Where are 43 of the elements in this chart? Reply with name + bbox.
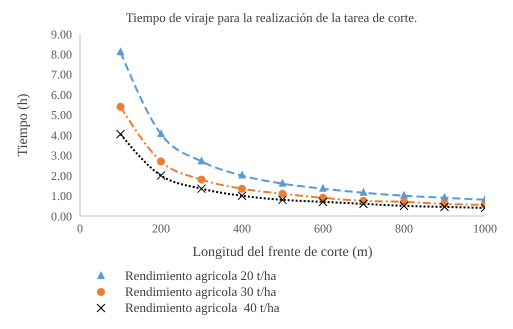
y-tick-label: 3.00	[51, 148, 72, 163]
point	[278, 195, 287, 204]
point	[278, 190, 286, 198]
x-tick-label: 1000	[473, 222, 497, 236]
point	[440, 202, 449, 212]
y-tick-label: 4.00	[51, 128, 72, 142]
point	[360, 188, 368, 196]
x-tick-label: 0	[77, 222, 83, 236]
point	[116, 102, 124, 111]
point	[400, 201, 408, 210]
y-tick-label: 5.00	[51, 108, 72, 122]
chart-title: Tiempo de viraje para la realización de la tarea de corte.	[124, 9, 418, 26]
y-tick-label: 1.00	[51, 189, 72, 204]
legend-label: Rendimiento agricola 30 t/ha	[125, 284, 276, 300]
x-tick-label: 600	[314, 222, 332, 236]
y-axis-title: Tiempo (h)	[16, 93, 31, 156]
point	[156, 171, 166, 180]
y-tick-label: 2.00	[51, 168, 72, 183]
y-tick-label: 0.00	[51, 209, 72, 224]
y-tick-label: 7.00	[51, 68, 72, 82]
y-tick-label: 8.00	[51, 47, 72, 62]
y-tick-label: 6.00	[51, 88, 72, 102]
x-axis-title: Longitud del frente de corte (m)	[192, 245, 373, 260]
x-tick-label: 200	[152, 222, 170, 236]
point	[238, 170, 246, 179]
point	[198, 176, 206, 184]
point	[238, 191, 246, 200]
point	[318, 197, 328, 206]
point	[116, 130, 125, 139]
point	[359, 199, 368, 208]
point	[116, 47, 124, 56]
point	[319, 184, 327, 192]
point	[198, 156, 206, 164]
point	[157, 157, 165, 166]
x-tick-label: 400	[233, 222, 251, 236]
legend-label: Rendimiento agricola 20 t/ha	[125, 268, 276, 284]
point	[238, 184, 246, 193]
point	[278, 178, 286, 187]
legend-label: Rendimiento agricola 40 t/ha	[125, 300, 280, 316]
y-tick-label: 9.00	[51, 27, 72, 42]
point	[197, 184, 206, 194]
x-tick-label: 800	[395, 222, 413, 236]
point	[157, 129, 165, 138]
